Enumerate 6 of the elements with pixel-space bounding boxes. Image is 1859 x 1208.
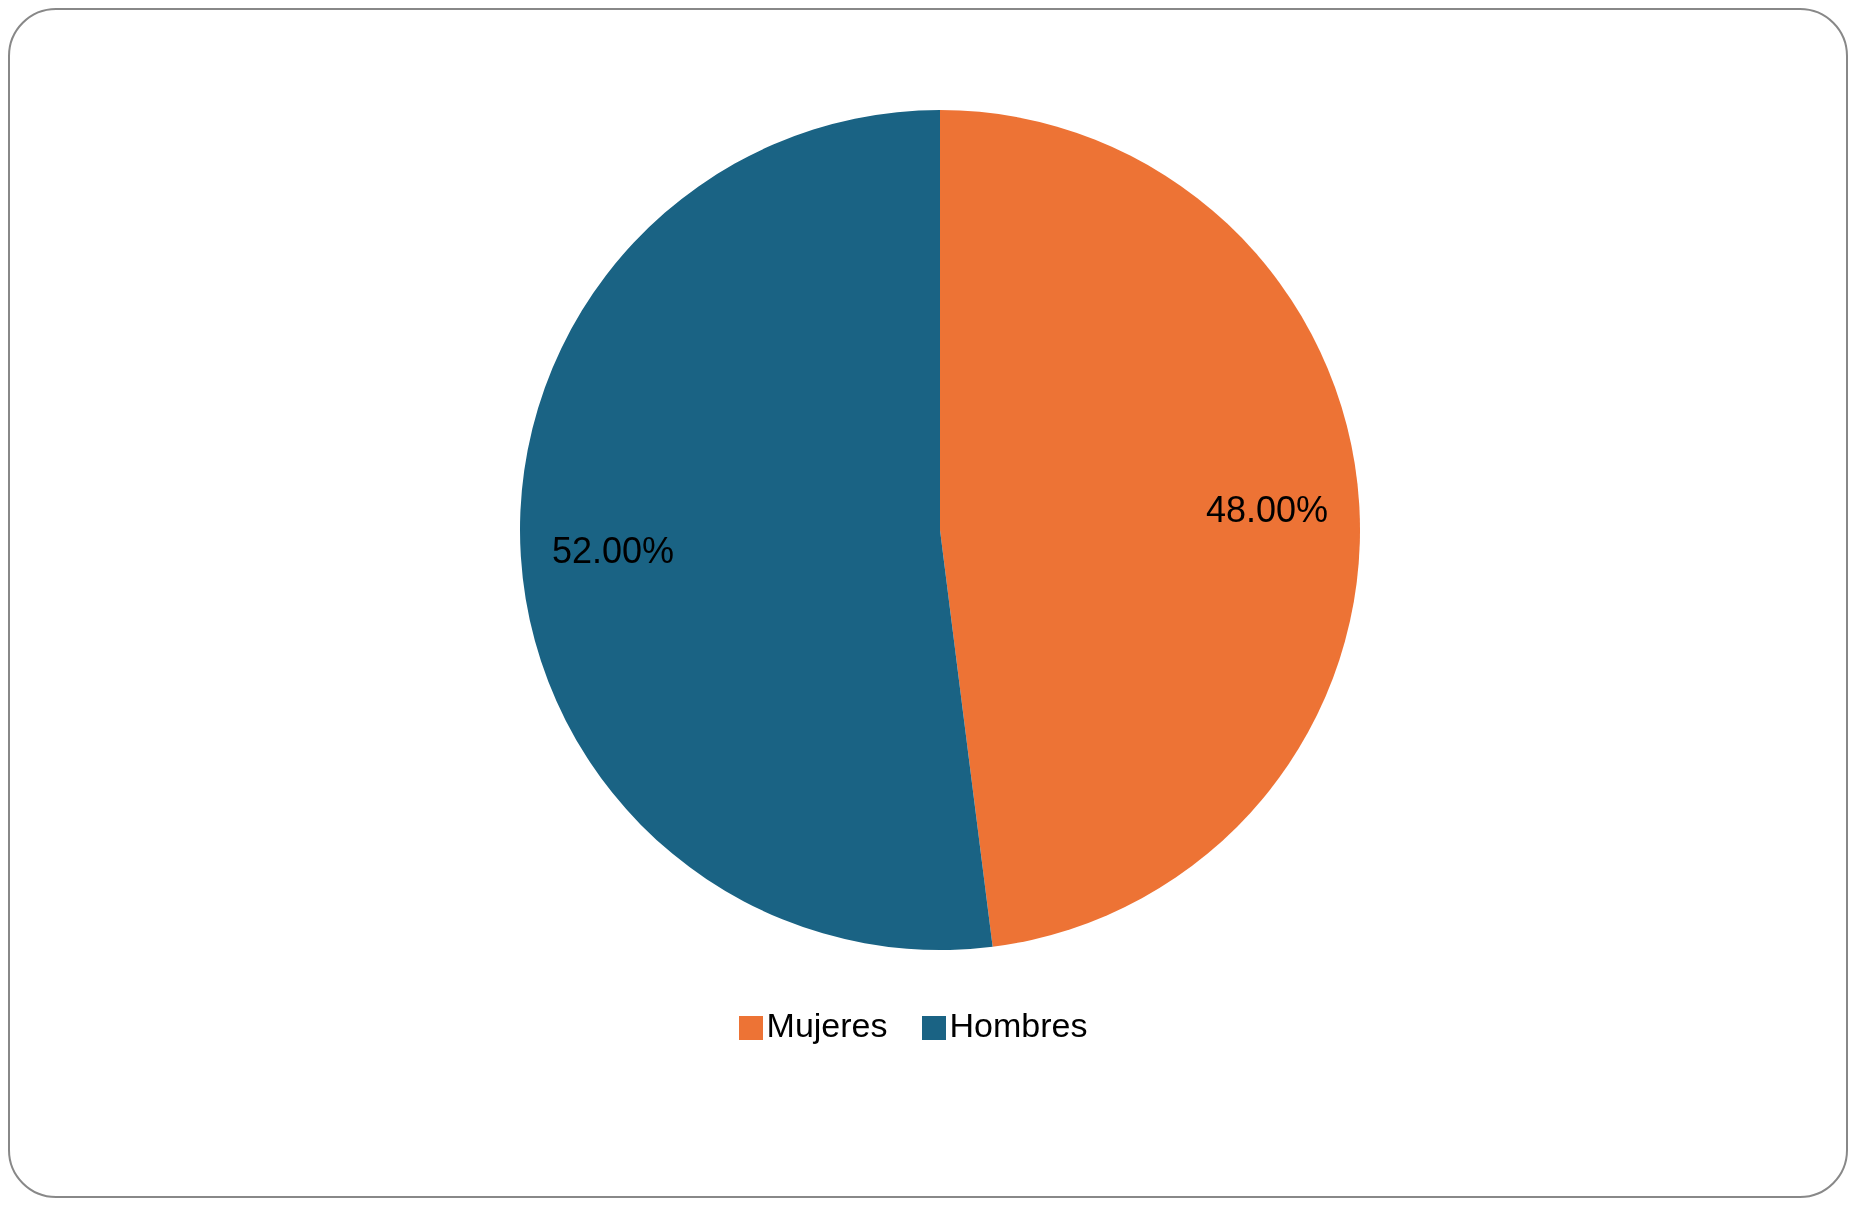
data-label: 52.00% xyxy=(551,530,675,572)
data-label: 48.00% xyxy=(1205,488,1329,530)
legend-label: Hombres xyxy=(949,1006,1088,1044)
legend-label: Mujeres xyxy=(766,1006,888,1044)
pie-slice xyxy=(940,110,1360,947)
pie-slice xyxy=(520,110,993,950)
